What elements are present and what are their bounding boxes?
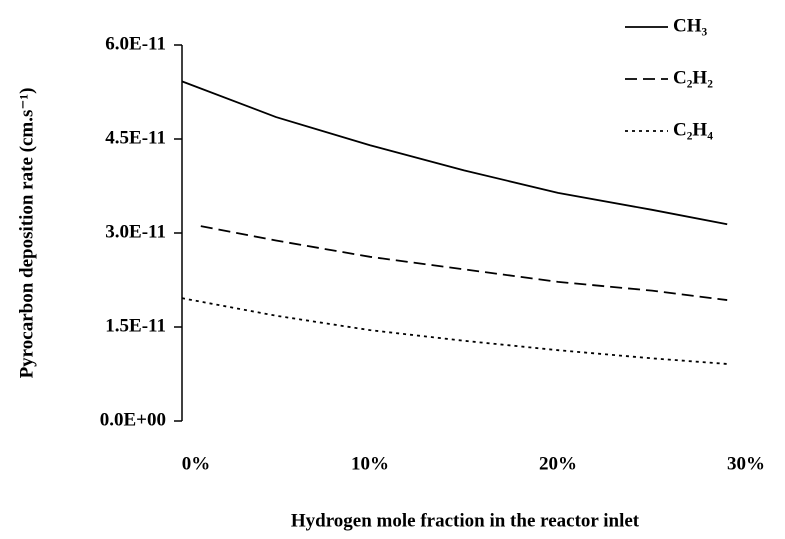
y-tick-label: 6.0E-11 <box>105 33 166 54</box>
line-series <box>181 80 728 226</box>
y-tick-label: 1.5E-11 <box>105 315 166 336</box>
legend-label: C₂H₂ <box>673 67 713 88</box>
line-series <box>200 225 728 301</box>
y-tick-label: 3.0E-11 <box>105 221 166 242</box>
y-axis-label: Pyrocarbon deposition rate (cm.s⁻¹) <box>16 88 37 379</box>
legend-label: CH₃ <box>673 15 708 36</box>
x-tick-label: 30% <box>727 453 765 474</box>
x-axis-label: Hydrogen mole fraction in the reactor in… <box>291 510 640 531</box>
y-tick-label: 0.0E+00 <box>100 409 166 430</box>
y-tick-label: 4.5E-11 <box>105 127 166 148</box>
x-tick-label: 20% <box>539 453 577 474</box>
line-series <box>181 297 728 365</box>
x-tick-label: 10% <box>351 453 389 474</box>
legend-label: C₂H₄ <box>673 119 713 140</box>
x-tick-label: 0% <box>182 453 211 474</box>
